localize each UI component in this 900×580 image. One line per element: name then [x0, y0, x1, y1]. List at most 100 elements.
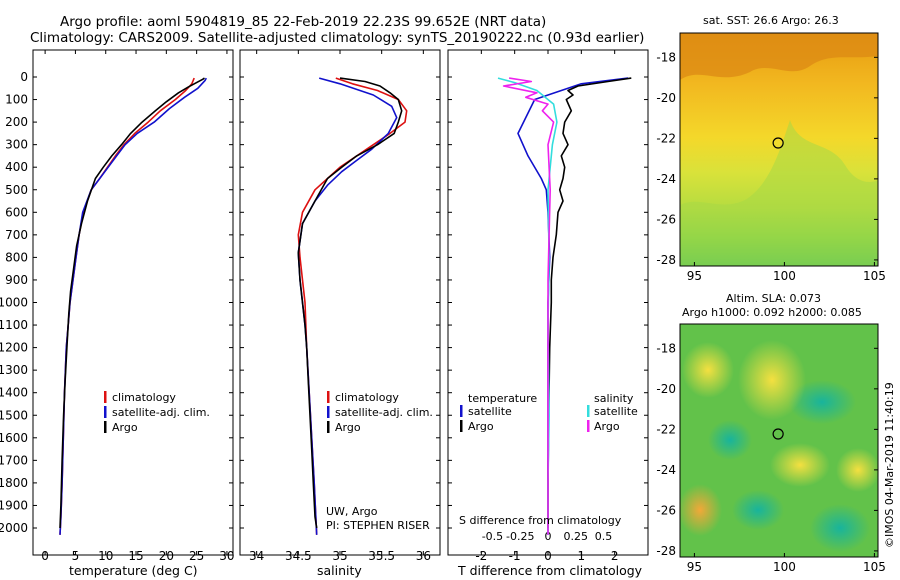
sla-high-anomaly — [738, 340, 806, 420]
temperature-xlabel: temperature (deg C) — [69, 563, 198, 578]
legend-label-argo: Argo — [112, 421, 138, 434]
credit-text: ©IMOS 04-Mar-2019 11:40:19 — [883, 382, 896, 548]
x-tick-label: 34.5 — [285, 549, 312, 563]
difference-xlabel2: S difference from climatology — [459, 514, 622, 527]
x-tick-label: 36 — [416, 549, 431, 563]
legend-label-satellite: satellite-adj. clim. — [335, 406, 433, 419]
lat-tick-label: -28 — [656, 253, 676, 267]
depth-tick-label: 1700 — [0, 453, 28, 467]
x-tick-label: 30 — [219, 549, 234, 563]
series-line-satellite-adj-clim- — [59, 77, 208, 535]
figure-title-line1: Argo profile: aoml 5904819_85 22-Feb-201… — [60, 14, 546, 30]
salinity-lines — [297, 77, 408, 535]
sla-high-anomaly — [682, 342, 734, 398]
legend-label-climatology: climatology — [112, 391, 176, 404]
sst-map-ticks: 95 100 105 -18 -20 -22 -24 -26 -28 — [656, 50, 885, 283]
legend-label-s-argo: Argo — [594, 420, 620, 433]
sst-map-frame — [679, 32, 879, 267]
depth-tick-label: 500 — [5, 183, 28, 197]
x-tick-label: 2 — [611, 549, 619, 563]
depth-tick-label: 100 — [5, 93, 28, 107]
difference-xlabel: T difference from climatology — [457, 563, 643, 578]
legend-swatch-argo — [327, 421, 330, 433]
depth-tick-label: 700 — [5, 228, 28, 242]
lat-tick-label: -20 — [656, 91, 676, 105]
legend-swatch-satellite — [327, 406, 330, 418]
lon-tick-label: 95 — [687, 560, 702, 574]
depth-tick-label: 600 — [5, 205, 28, 219]
x-tick-label: 15 — [128, 549, 143, 563]
lat-tick-label: -22 — [656, 422, 676, 436]
sst-map-title: sat. SST: 26.6 Argo: 26.3 — [703, 14, 839, 27]
sla-low-anomaly — [732, 490, 784, 530]
difference-legend: temperature satellite Argo salinity sate… — [460, 392, 638, 433]
legend-title-salinity: salinity — [594, 392, 634, 405]
depth-tick-label: 200 — [5, 115, 28, 129]
s-tick-label: 0.5 — [595, 530, 613, 543]
depth-tick-label: 1200 — [0, 341, 28, 355]
depth-tick-label: 0 — [20, 70, 28, 84]
salinity-ticks: 34 34.5 35 35.5 36 — [240, 50, 440, 563]
legend-label-s-satellite: satellite — [594, 405, 638, 418]
sla-high-anomaly — [770, 443, 830, 487]
legend-swatch-satellite — [104, 406, 107, 418]
lon-tick-label: 95 — [687, 269, 702, 283]
salinity-xlabel: salinity — [317, 563, 362, 578]
difference-lines — [497, 77, 632, 535]
sla-map-frame — [679, 323, 879, 558]
argo-float-marker — [772, 428, 784, 440]
sla-high-anomaly — [678, 484, 722, 536]
legend-label-climatology: climatology — [335, 391, 399, 404]
sla-map-panel: Altim. SLA: 0.073 Argo h1000: 0.092 h200… — [656, 292, 885, 574]
salinity-legend: climatology satellite-adj. clim. Argo — [327, 391, 433, 434]
series-line-climatology — [297, 77, 408, 535]
depth-tick-label: 800 — [5, 250, 28, 264]
legend-swatch-t-argo — [460, 420, 463, 432]
legend-swatch-climatology — [104, 391, 107, 403]
lat-tick-label: -22 — [656, 131, 676, 145]
salinity-panel: 34 34.5 35 35.5 36 salinity climatology sate… — [239, 49, 441, 578]
sla-map-title2: Argo h1000: 0.092 h2000: 0.085 — [682, 306, 862, 319]
x-tick-label: 1 — [578, 549, 586, 563]
sst-map-panel: sat. SST: 26.6 Argo: 26.3 95 100 105 -18 -20… — [656, 14, 885, 283]
sst-warm-region — [680, 33, 878, 80]
lat-tick-label: -24 — [656, 172, 676, 186]
series-line-t-argo — [547, 77, 632, 528]
depth-tick-label: 300 — [5, 138, 28, 152]
legend-label-satellite: satellite-adj. clim. — [112, 406, 210, 419]
lat-tick-label: -26 — [656, 503, 676, 517]
depth-tick-label: 1500 — [0, 408, 28, 422]
series-line-argo — [297, 77, 403, 529]
x-tick-label: -2 — [475, 549, 487, 563]
depth-tick-label: 1300 — [0, 363, 28, 377]
series-line-t-satellite — [517, 77, 629, 535]
sla-high-anomaly — [836, 448, 880, 492]
lon-tick-label: 105 — [863, 560, 886, 574]
sla-low-anomaly — [708, 420, 752, 460]
x-tick-label: 0 — [41, 549, 49, 563]
lat-tick-label: -28 — [656, 544, 676, 558]
figure-title-line2: Climatology: CARS2009. Satellite-adjuste… — [30, 30, 644, 46]
pi-annotation: PI: STEPHEN RISER — [326, 519, 430, 532]
depth-tick-label: 1800 — [0, 476, 28, 490]
sla-low-anomaly — [788, 380, 856, 424]
depth-axis: 0 100 200 300 400 500 600 700 800 900 1000 1100 1200… — [0, 70, 28, 535]
series-line-climatology — [59, 77, 195, 535]
legend-swatch-climatology — [327, 391, 330, 403]
sla-map-ticks: 95 100 105 -18 -20 -22 -24 -26 -28 — [656, 341, 885, 574]
temperature-plot-frame — [32, 49, 234, 556]
legend-swatch-argo — [104, 421, 107, 433]
salinity-plot-frame — [239, 49, 441, 556]
difference-panel: -2 -1 0 1 2 -0.5 -0.25 0 0.25 0.5 T difference fr… — [447, 49, 649, 578]
depth-tick-label: 1400 — [0, 386, 28, 400]
x-tick-label: 35 — [332, 549, 347, 563]
legend-title-temperature: temperature — [468, 392, 537, 405]
s-tick-label: 0.25 — [564, 530, 589, 543]
depth-tick-label: 1100 — [0, 318, 28, 332]
lon-tick-label: 100 — [773, 560, 796, 574]
lon-tick-label: 100 — [773, 269, 796, 283]
legend-swatch-t-satellite — [460, 405, 463, 417]
s-tick-label: -0.5 — [482, 530, 503, 543]
x-tick-label: 35.5 — [368, 549, 395, 563]
